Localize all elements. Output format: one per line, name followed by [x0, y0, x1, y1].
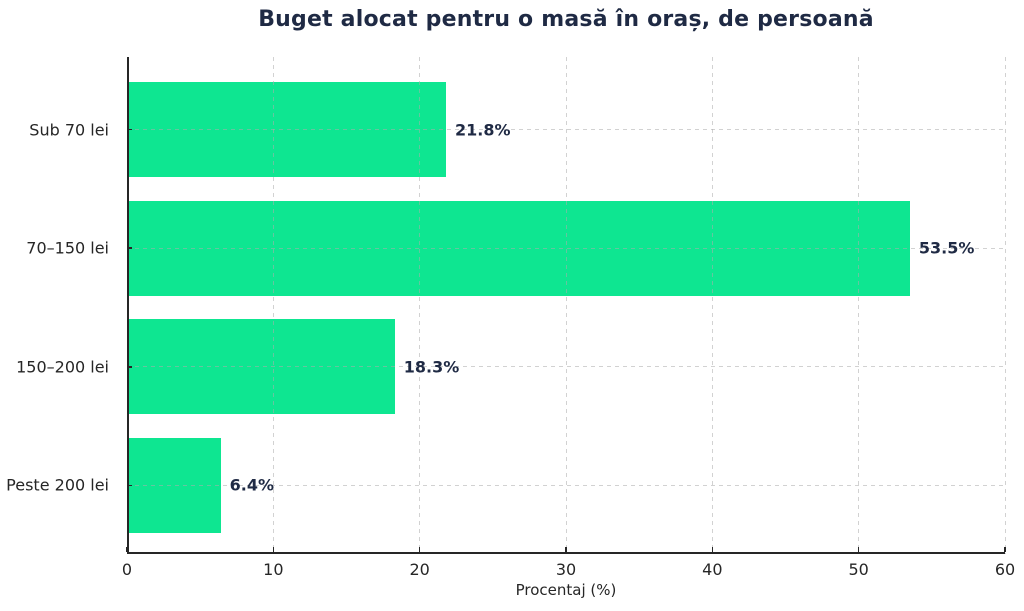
- y-tick-mark: [127, 247, 132, 249]
- y-axis-spine: [127, 57, 129, 554]
- plot-area: 21.8% 53.5% 18.3% 6.4%: [126, 57, 1006, 554]
- gridline-horizontal: [127, 247, 1005, 249]
- x-tick-label: 0: [121, 560, 133, 579]
- gridline-vertical: [711, 57, 713, 554]
- gridline-horizontal: [127, 366, 1005, 368]
- x-tick-label: 30: [555, 560, 577, 579]
- x-tick-mark: [1004, 547, 1006, 552]
- bar-value-label: 6.4%: [229, 475, 275, 495]
- gridline-vertical: [858, 57, 860, 554]
- x-axis-spine: [127, 552, 1005, 554]
- x-tick-label: 50: [848, 560, 869, 579]
- y-tick-mark: [127, 128, 132, 131]
- gridline-vertical: [419, 57, 421, 554]
- x-tick-mark: [418, 547, 421, 552]
- gridline-vertical: [565, 57, 567, 554]
- x-tick-mark: [565, 547, 567, 552]
- x-tick-label: 20: [409, 560, 430, 579]
- gridline-vertical: [272, 57, 274, 554]
- y-tick-label: Sub 70 lei: [29, 120, 109, 139]
- chart-title: Buget alocat pentru o masă în oraș, de p…: [258, 7, 874, 32]
- x-tick-label: 60: [994, 560, 1016, 579]
- x-axis-label: Procentaj (%): [515, 581, 617, 599]
- x-tick-mark: [857, 547, 860, 552]
- y-tick-label: 150–200 lei: [16, 357, 109, 377]
- gridline-horizontal: [127, 129, 1005, 130]
- y-tick-mark: [127, 366, 132, 368]
- bar-value-label: 53.5%: [918, 238, 975, 258]
- bar-value-label: 18.3%: [403, 357, 460, 377]
- y-tick-label: 70–150 lei: [26, 238, 109, 258]
- x-tick-mark: [272, 547, 275, 552]
- x-tick-label: 40: [702, 560, 723, 579]
- gridline-horizontal: [127, 484, 1005, 486]
- x-tick-mark: [711, 547, 714, 552]
- bar-value-label: 21.8%: [455, 120, 511, 139]
- x-tick-mark: [126, 547, 128, 552]
- x-tick-label: 10: [263, 560, 284, 579]
- y-tick-label: Peste 200 lei: [6, 475, 109, 495]
- y-tick-mark: [127, 484, 132, 487]
- gridline-vertical: [1004, 57, 1006, 554]
